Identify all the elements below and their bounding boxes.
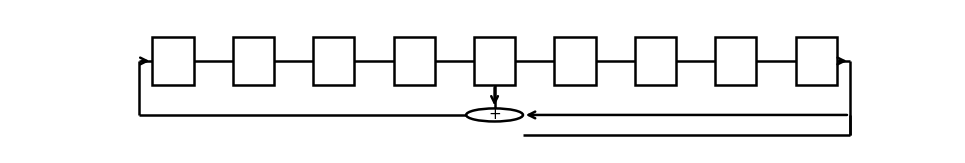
Ellipse shape (466, 108, 523, 121)
Bar (715, 37, 757, 85)
Text: +: + (488, 107, 501, 122)
Bar (555, 37, 595, 85)
Bar (314, 37, 354, 85)
Bar (394, 37, 434, 85)
Bar (795, 37, 837, 85)
Bar (152, 37, 194, 85)
Bar (233, 37, 274, 85)
Bar (635, 37, 676, 85)
Bar (474, 37, 515, 85)
